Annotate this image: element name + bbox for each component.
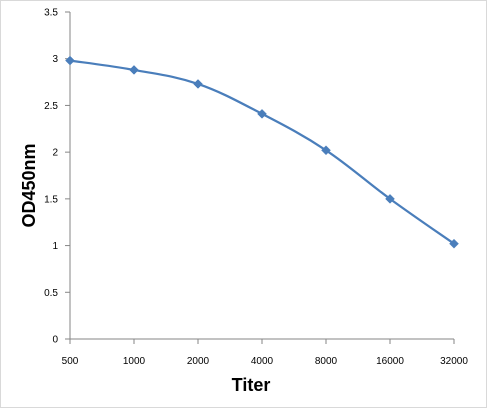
axes	[69, 12, 454, 340]
y-tick-label: 1.5	[44, 194, 58, 205]
x-tick-label: 1000	[123, 356, 146, 367]
x-tick-label: 500	[62, 356, 79, 367]
x-tick-label: 2000	[187, 356, 210, 367]
data-point-marker	[129, 65, 139, 75]
y-tick-label: 2.5	[44, 101, 58, 112]
x-axis-title: Titer	[232, 375, 271, 395]
data-point-marker	[449, 238, 459, 249]
series-line	[69, 59, 455, 245]
y-axis-title: OD450nm	[19, 143, 39, 227]
y-tick-label: 1	[52, 241, 58, 252]
data-point-marker	[385, 194, 395, 204]
y-tick-label: 3.5	[44, 8, 58, 19]
data-point-marker	[321, 145, 331, 156]
data-point-marker	[257, 108, 267, 119]
data-point-marker	[193, 79, 203, 89]
y-tick-label: 2	[52, 148, 58, 159]
y-tick-label: 0.5	[44, 288, 58, 299]
x-tick-group: 500 1000 2000 4000 8000 16000 32000	[62, 339, 468, 367]
data-point-marker	[65, 55, 75, 66]
series-layer	[65, 55, 459, 249]
x-tick-label: 32000	[440, 356, 468, 367]
y-tick-label: 0	[52, 335, 58, 346]
x-tick-label: 16000	[376, 356, 404, 367]
x-tick-label: 4000	[251, 356, 274, 367]
y-tick-group: 0 0.5 1 1.5 2 2.5 3 3.5	[44, 8, 70, 346]
y-tick-label: 3	[52, 54, 58, 65]
x-tick-label: 8000	[315, 356, 338, 367]
